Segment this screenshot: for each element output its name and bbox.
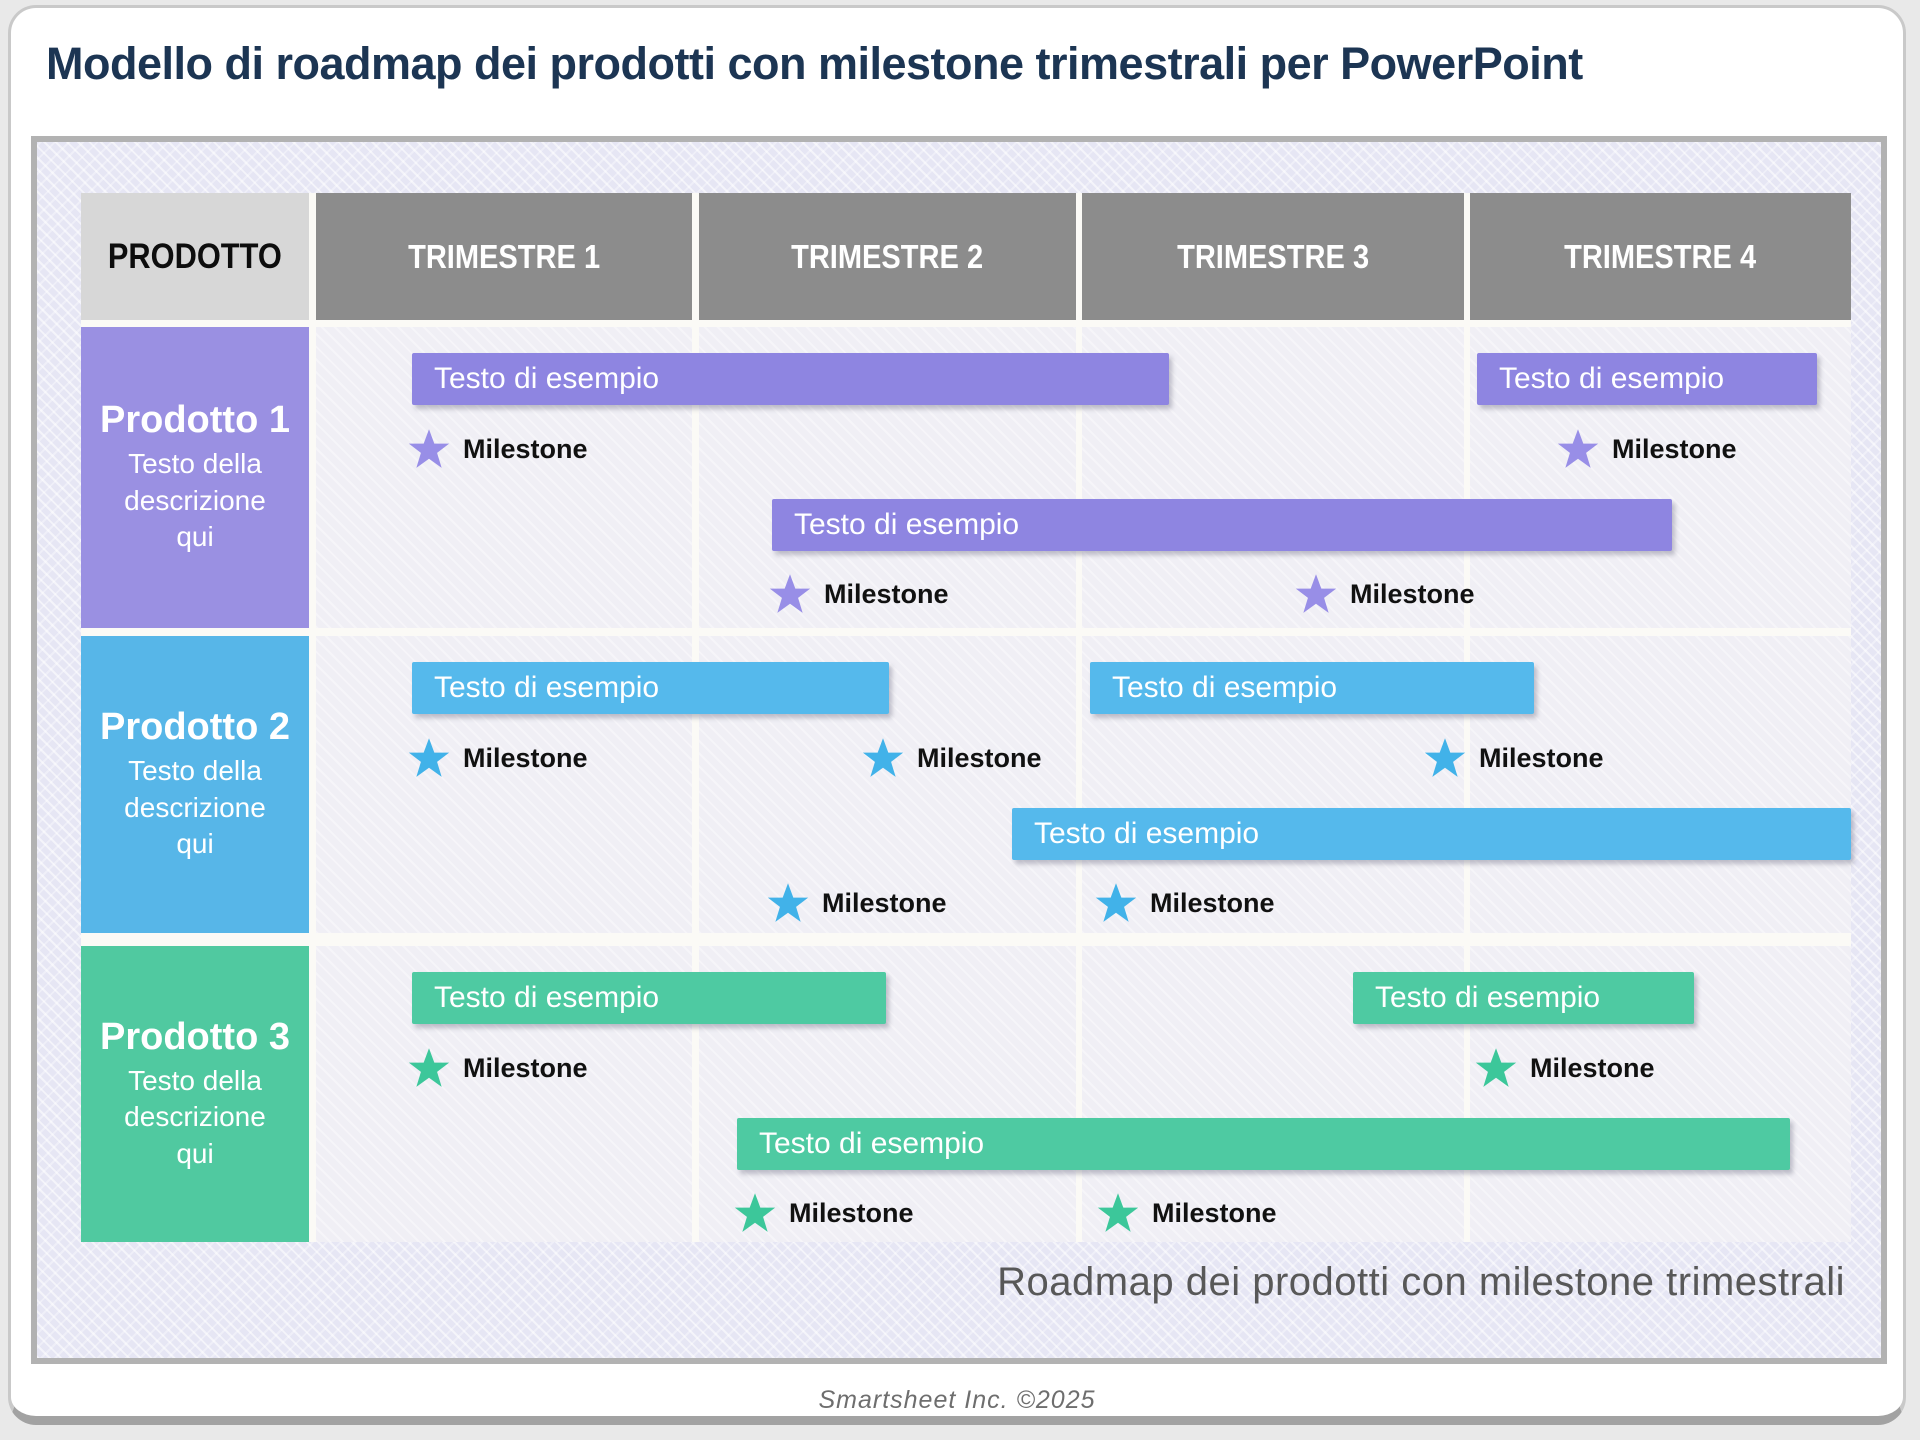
- column-header-trimestre-2: TRIMESTRE 2: [699, 193, 1076, 320]
- milestone-star-icon: [408, 738, 450, 777]
- milestone: Milestone: [1474, 1046, 1655, 1090]
- milestone-label: Milestone: [789, 1197, 914, 1228]
- product-name: Prodotto 2: [100, 706, 290, 749]
- milestone: Milestone: [733, 1191, 914, 1235]
- milestone-star-icon: [408, 429, 450, 468]
- product-label-cell: Prodotto 3 Testo della descrizione qui: [81, 946, 309, 1242]
- roadmap-bar: Testo di esempio: [412, 662, 889, 714]
- page-frame: Modello di roadmap dei prodotti con mile…: [8, 5, 1906, 1425]
- milestone-star-icon: [862, 738, 904, 777]
- milestone: Milestone: [407, 1046, 588, 1090]
- milestone: Milestone: [1294, 572, 1475, 616]
- milestone-star-icon: [1424, 738, 1466, 777]
- roadmap-bar: Testo di esempio: [1012, 808, 1851, 860]
- roadmap-bar: Testo di esempio: [1477, 353, 1817, 405]
- timeline-area: Testo di esempio Testo di esempio Testo di…: [316, 636, 1851, 933]
- milestone-label: Milestone: [917, 742, 1042, 773]
- product-row: Prodotto 3 Testo della descrizione qui Tes…: [81, 946, 1851, 1242]
- roadmap-panel: PRODOTTO TRIMESTRE 1 TRIMESTRE 2 TRIMEST…: [31, 136, 1887, 1364]
- column-header-trimestre-4: TRIMESTRE 4: [1470, 193, 1851, 320]
- column-header-label: TRIMESTRE 3: [1176, 237, 1370, 275]
- milestone: Milestone: [1094, 881, 1275, 925]
- timeline-area: Testo di esempio Testo di esempio Testo di…: [316, 327, 1851, 628]
- milestone-label: Milestone: [822, 887, 947, 918]
- milestone-label: Milestone: [1152, 1197, 1277, 1228]
- roadmap-bar: Testo di esempio: [412, 353, 1169, 405]
- bar-label: Testo di esempio: [1034, 817, 1260, 850]
- milestone-star-icon: [767, 883, 809, 922]
- milestone-label: Milestone: [463, 433, 588, 464]
- milestone-label: Milestone: [1150, 887, 1275, 918]
- product-description: Testo della descrizione qui: [124, 755, 266, 860]
- milestone-star-icon: [408, 1048, 450, 1087]
- milestone: Milestone: [407, 736, 588, 780]
- milestone: Milestone: [1096, 1191, 1277, 1235]
- product-row: Prodotto 2 Testo della descrizione qui Tes…: [81, 636, 1851, 933]
- roadmap-table: PRODOTTO TRIMESTRE 1 TRIMESTRE 2 TRIMEST…: [81, 193, 1851, 1242]
- milestone-label: Milestone: [463, 1052, 588, 1083]
- roadmap-caption: Roadmap dei prodotti con milestone trime…: [997, 1260, 1845, 1304]
- milestone: Milestone: [1556, 427, 1737, 471]
- product-row: Prodotto 1 Testo della descrizione qui Tes…: [81, 327, 1851, 628]
- column-header-label: TRIMESTRE 1: [407, 237, 601, 275]
- milestone-label: Milestone: [1530, 1052, 1655, 1083]
- milestone-label: Milestone: [1612, 433, 1737, 464]
- quarter-cell: [1082, 327, 1464, 628]
- bar-label: Testo di esempio: [434, 981, 660, 1014]
- milestone-star-icon: [1475, 1048, 1517, 1087]
- bar-label: Testo di esempio: [1375, 981, 1601, 1014]
- milestone-star-icon: [734, 1193, 776, 1232]
- milestone: Milestone: [407, 427, 588, 471]
- product-description: Testo della descrizione qui: [124, 1064, 266, 1169]
- column-header-trimestre-1: TRIMESTRE 1: [316, 193, 692, 320]
- column-header-prodotto: PRODOTTO: [81, 193, 309, 320]
- milestone-label: Milestone: [463, 742, 588, 773]
- column-header-trimestre-3: TRIMESTRE 3: [1082, 193, 1464, 320]
- quarter-cell: [1082, 946, 1464, 1242]
- bar-label: Testo di esempio: [434, 362, 660, 395]
- product-label-cell: Prodotto 2 Testo della descrizione qui: [81, 636, 309, 933]
- bar-label: Testo di esempio: [1112, 671, 1338, 704]
- roadmap-bar: Testo di esempio: [737, 1118, 1790, 1170]
- milestone: Milestone: [861, 736, 1042, 780]
- milestone-label: Milestone: [824, 578, 949, 609]
- milestone: Milestone: [768, 572, 949, 616]
- bar-label: Testo di esempio: [1499, 362, 1725, 395]
- column-header-label: TRIMESTRE 2: [791, 237, 984, 275]
- footer-credit: Smartsheet Inc. ©2025: [818, 1386, 1096, 1414]
- product-name: Prodotto 1: [100, 399, 290, 442]
- column-header-label: PRODOTTO: [108, 236, 282, 276]
- product-description: Testo della descrizione qui: [124, 448, 266, 553]
- milestone-star-icon: [1095, 883, 1137, 922]
- milestone-star-icon: [769, 574, 811, 613]
- quarter-cell: [699, 946, 1076, 1242]
- milestone-label: Milestone: [1350, 578, 1475, 609]
- column-header-label: TRIMESTRE 4: [1564, 237, 1757, 275]
- milestone-star-icon: [1295, 574, 1337, 613]
- milestone-label: Milestone: [1479, 742, 1604, 773]
- bar-label: Testo di esempio: [759, 1127, 985, 1160]
- timeline-area: Testo di esempio Testo di esempio Testo di…: [316, 946, 1851, 1242]
- product-name: Prodotto 3: [100, 1015, 290, 1058]
- milestone-star-icon: [1557, 429, 1599, 468]
- roadmap-bar: Testo di esempio: [772, 499, 1672, 551]
- product-label-cell: Prodotto 1 Testo della descrizione qui: [81, 327, 309, 628]
- roadmap-bar: Testo di esempio: [1090, 662, 1534, 714]
- milestone: Milestone: [766, 881, 947, 925]
- milestone-star-icon: [1097, 1193, 1139, 1232]
- milestone: Milestone: [1423, 736, 1604, 780]
- page-title: Modello di roadmap dei prodotti con mile…: [46, 38, 1583, 89]
- roadmap-bar: Testo di esempio: [1353, 972, 1694, 1024]
- bar-label: Testo di esempio: [434, 671, 660, 704]
- roadmap-bar: Testo di esempio: [412, 972, 886, 1024]
- bar-label: Testo di esempio: [794, 508, 1020, 541]
